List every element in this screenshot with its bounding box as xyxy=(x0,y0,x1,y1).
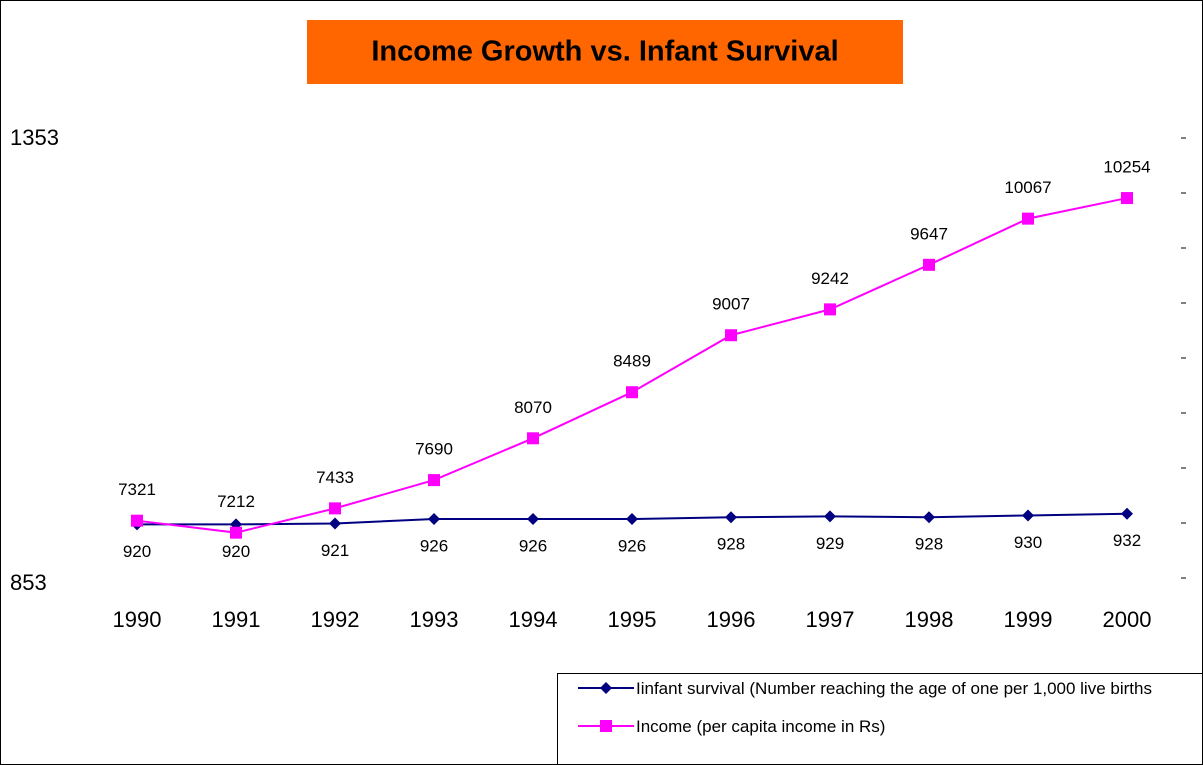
data-label: 921 xyxy=(321,541,349,560)
point xyxy=(329,517,341,530)
y-tick-label: 1353 xyxy=(10,125,59,150)
y-tick-label: 853 xyxy=(10,570,47,595)
data-label: 8489 xyxy=(613,352,651,371)
data-label: 9007 xyxy=(712,295,750,314)
point xyxy=(428,513,440,526)
point xyxy=(1121,192,1133,205)
data-label: 7212 xyxy=(217,492,255,511)
point xyxy=(1022,509,1034,522)
data-label: 7690 xyxy=(415,440,453,459)
legend-item: Income (per capita income in Rs) xyxy=(578,718,1176,736)
x-tick-label: 1999 xyxy=(1004,607,1053,632)
data-label: 10067 xyxy=(1004,178,1051,197)
x-tick-label: 1990 xyxy=(113,607,162,632)
point xyxy=(1121,507,1133,520)
data-label: 7433 xyxy=(316,468,354,487)
x-tick-label: 1995 xyxy=(608,607,657,632)
data-label: 929 xyxy=(816,534,844,553)
point xyxy=(600,682,612,694)
point xyxy=(1022,212,1034,225)
data-label: 932 xyxy=(1113,531,1141,550)
point xyxy=(600,720,612,732)
point xyxy=(527,432,539,445)
x-tick-label: 1997 xyxy=(806,607,855,632)
data-label: 926 xyxy=(618,537,646,556)
point xyxy=(131,514,143,527)
data-label: 9242 xyxy=(811,269,849,288)
legend-swatch xyxy=(578,682,634,694)
x-tick-label: 1998 xyxy=(905,607,954,632)
data-label: 926 xyxy=(519,537,547,556)
x-tick-label: 1994 xyxy=(509,607,558,632)
point xyxy=(824,510,836,523)
chart-title: Income Growth vs. Infant Survival xyxy=(371,36,838,68)
data-label: 920 xyxy=(222,542,250,561)
data-label: 928 xyxy=(915,535,943,554)
legend-item: Iinfant survival (Number reaching the ag… xyxy=(578,680,1176,698)
point xyxy=(626,386,638,399)
title-box xyxy=(307,20,903,84)
data-label: 920 xyxy=(123,542,151,561)
x-tick-label: 2000 xyxy=(1103,607,1152,632)
legend: Iinfant survival (Number reaching the ag… xyxy=(557,673,1202,764)
point xyxy=(725,511,737,524)
data-label: 7321 xyxy=(118,480,156,499)
point xyxy=(725,329,737,342)
point xyxy=(428,474,440,487)
point xyxy=(923,511,935,524)
x-tick-label: 1991 xyxy=(212,607,261,632)
legend-label: Income (per capita income in Rs) xyxy=(636,717,886,736)
x-tick-label: 1996 xyxy=(707,607,756,632)
point xyxy=(329,502,341,515)
point xyxy=(923,258,935,271)
point xyxy=(626,513,638,526)
data-label: 928 xyxy=(717,535,745,554)
legend-swatch xyxy=(578,720,634,732)
x-tick-label: 1992 xyxy=(311,607,360,632)
data-label: 926 xyxy=(420,537,448,556)
data-label: 9647 xyxy=(910,224,948,243)
legend-label: Iinfant survival (Number reaching the ag… xyxy=(636,679,1152,698)
data-label: 10254 xyxy=(1103,158,1150,177)
data-label: 8070 xyxy=(514,398,552,417)
x-tick-label: 1993 xyxy=(410,607,459,632)
point xyxy=(527,513,539,526)
point xyxy=(824,303,836,316)
point xyxy=(230,526,242,539)
data-label: 930 xyxy=(1014,533,1042,552)
